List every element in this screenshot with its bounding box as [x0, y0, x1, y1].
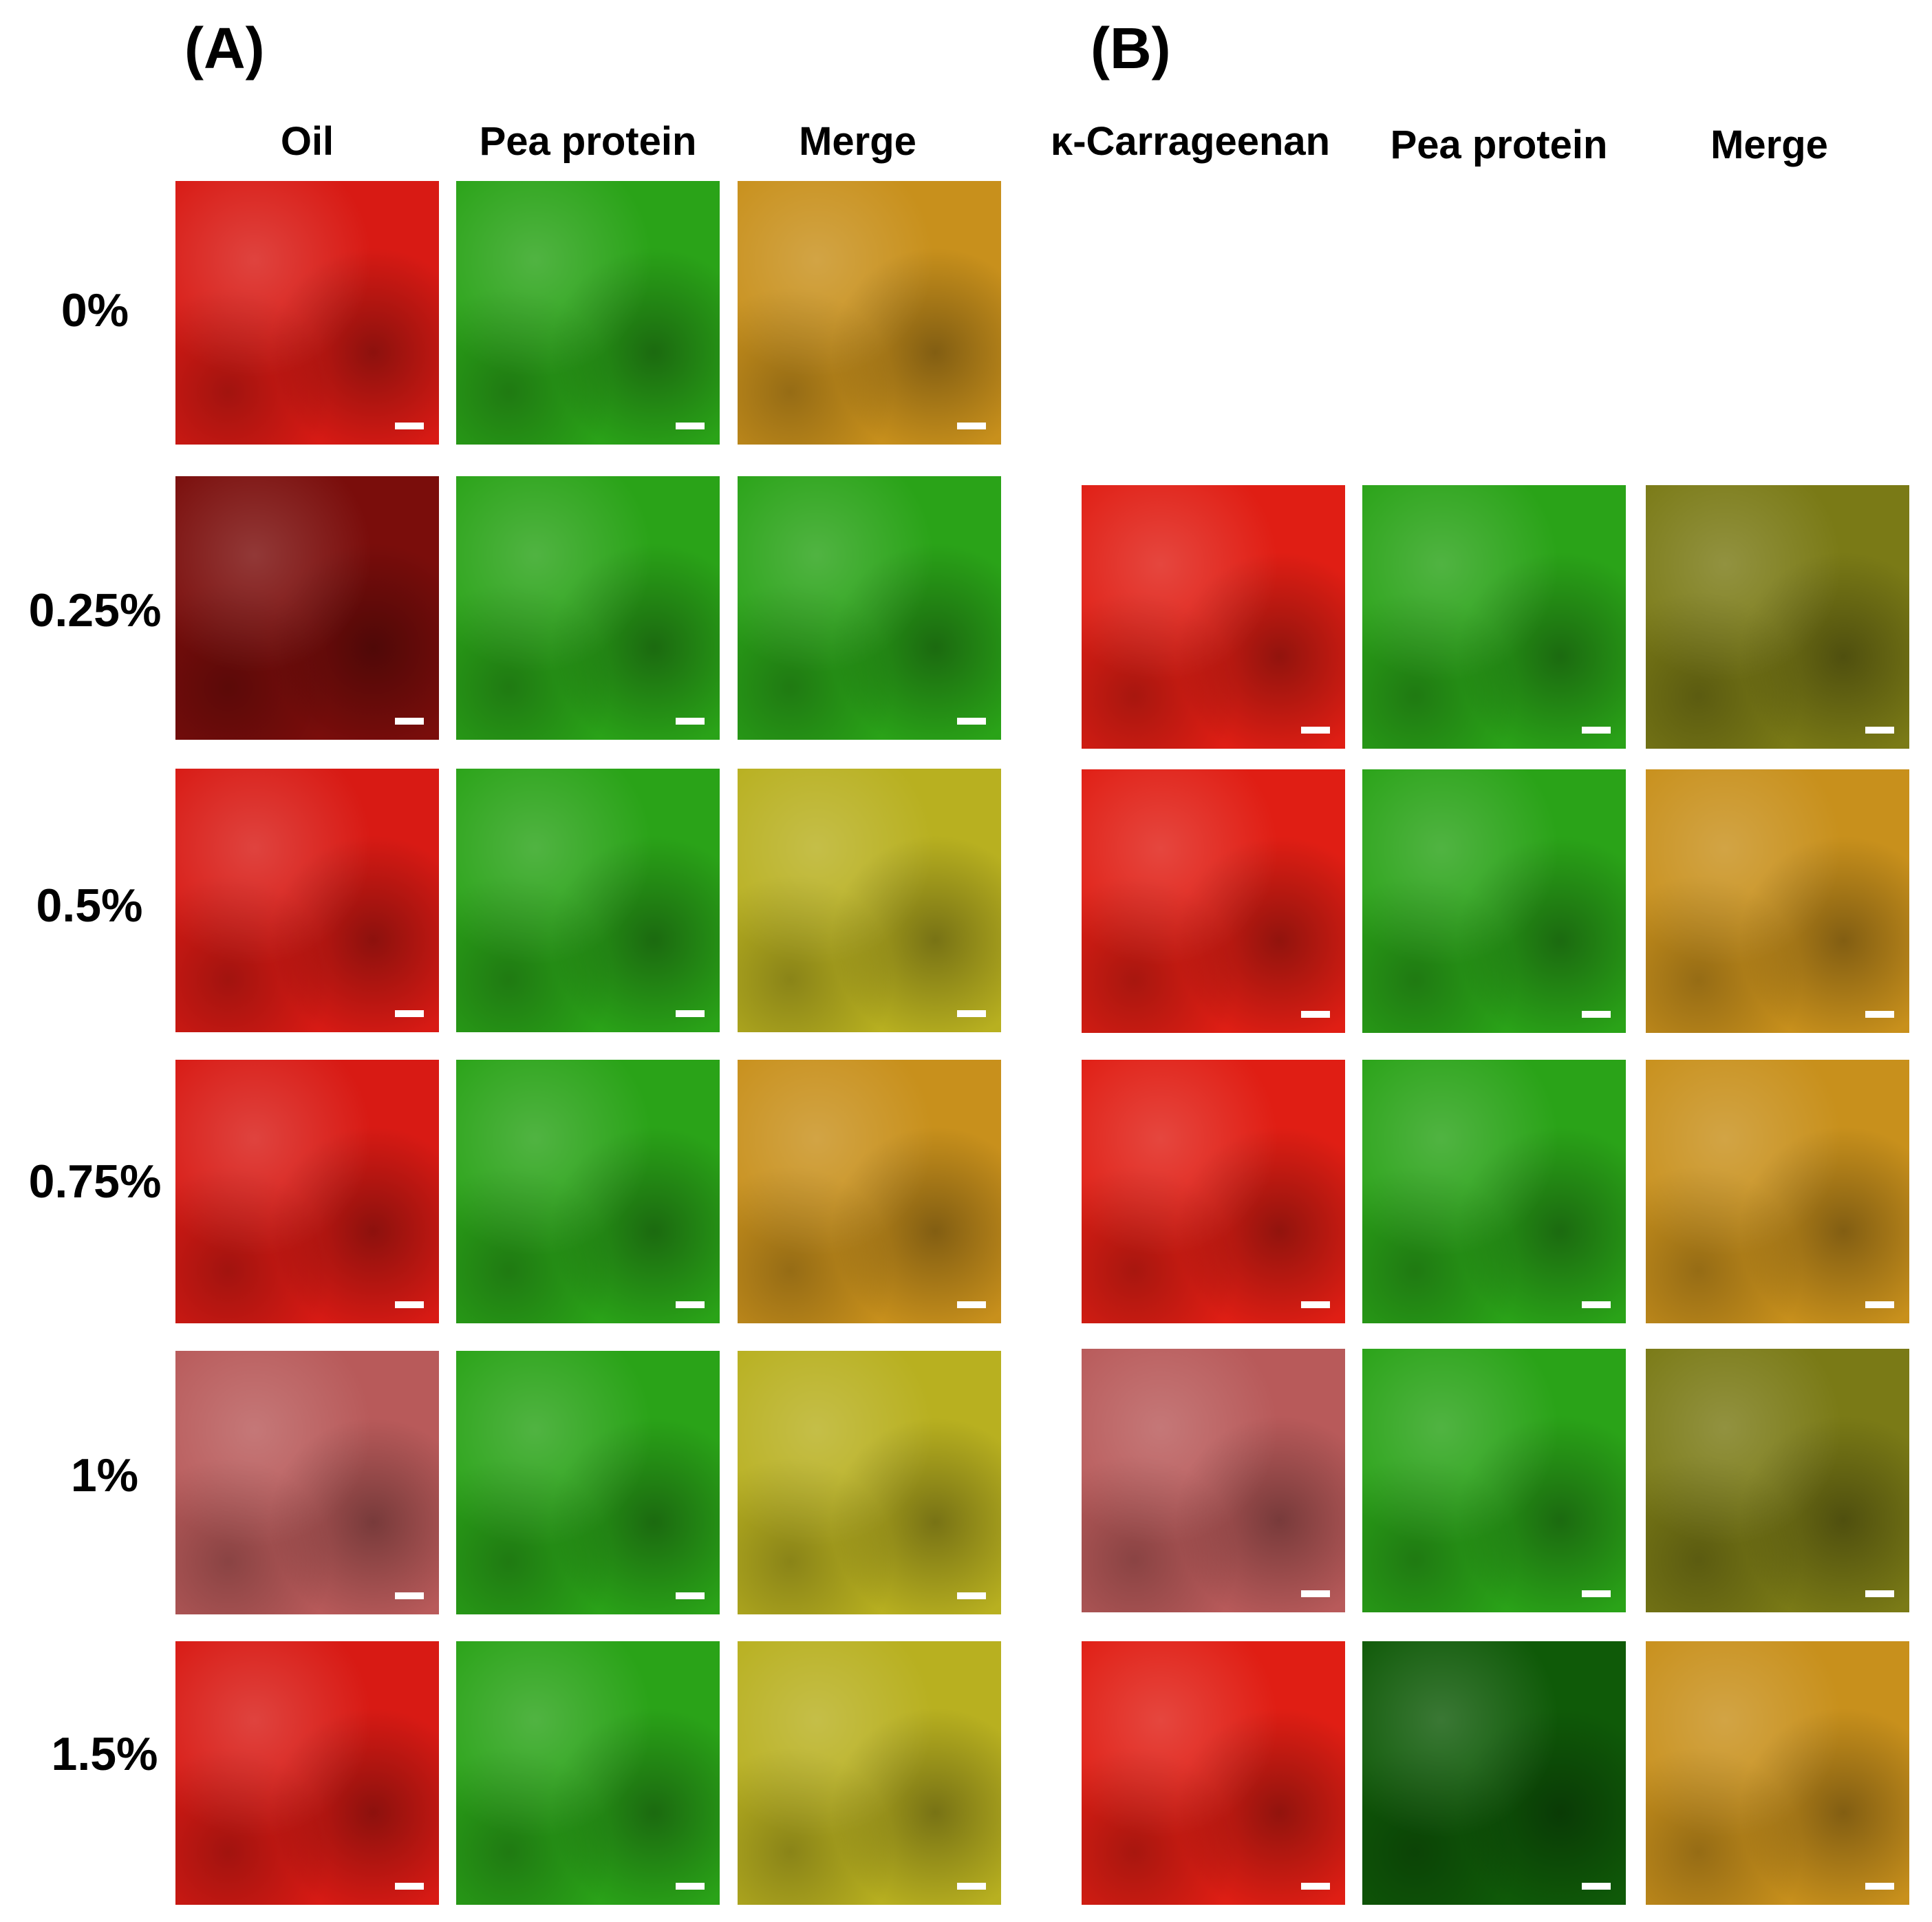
scale-bar	[676, 1883, 705, 1890]
column-header-merge-b: Merge	[1710, 122, 1828, 167]
scale-bar	[1865, 1883, 1894, 1890]
scale-bar	[395, 1883, 424, 1890]
micrograph-a-r0-ch2	[456, 181, 720, 445]
column-header-pea-protein-b: Pea protein	[1390, 122, 1608, 167]
row-label-0-75: 0.75%	[28, 1155, 162, 1208]
micrograph-b-r1-ch2	[1362, 485, 1626, 749]
micrograph-b-r4-ch2	[1362, 1349, 1626, 1612]
row-label-1: 1%	[70, 1449, 139, 1502]
scale-bar	[1301, 1011, 1330, 1018]
micrograph-b-r5-ch1	[1082, 1641, 1345, 1905]
scale-bar	[1865, 1590, 1894, 1597]
micrograph-a-r5-merge	[738, 1641, 1001, 1905]
scale-bar	[676, 718, 705, 725]
micrograph-b-r3-ch2	[1362, 1060, 1626, 1323]
scale-bar	[676, 1301, 705, 1308]
scale-bar	[676, 1592, 705, 1599]
scale-bar	[1865, 1011, 1894, 1018]
scale-bar	[957, 1883, 986, 1890]
micrograph-b-r2-merge	[1646, 769, 1909, 1033]
micrograph-b-r2-ch2	[1362, 769, 1626, 1033]
column-header-oil: Oil	[280, 119, 334, 164]
scale-bar	[1301, 1301, 1330, 1308]
row-label-0-5: 0.5%	[36, 879, 143, 932]
micrograph-a-r3-merge	[738, 1060, 1001, 1323]
scale-bar	[1582, 1883, 1611, 1890]
scale-bar	[395, 1592, 424, 1599]
micrograph-a-r1-ch2	[456, 476, 720, 740]
row-label-0-25: 0.25%	[28, 584, 162, 637]
scale-bar	[1301, 1590, 1330, 1597]
micrograph-a-r2-ch2	[456, 769, 720, 1032]
scale-bar	[1301, 727, 1330, 734]
scale-bar	[676, 1010, 705, 1017]
micrograph-a-r5-ch2	[456, 1641, 720, 1905]
scale-bar	[1582, 727, 1611, 734]
micrograph-b-r5-merge	[1646, 1641, 1909, 1905]
micrograph-b-r1-ch1	[1082, 485, 1345, 749]
scale-bar	[1301, 1883, 1330, 1890]
scale-bar	[957, 1301, 986, 1308]
column-header-merge-a: Merge	[799, 119, 916, 164]
panel-a-label: (A)	[184, 16, 265, 81]
scale-bar	[1865, 727, 1894, 734]
scale-bar	[1582, 1301, 1611, 1308]
column-header-pea-protein-a: Pea protein	[479, 119, 697, 164]
micrograph-b-r5-ch2	[1362, 1641, 1626, 1905]
micrograph-a-r4-merge	[738, 1351, 1001, 1614]
row-label-0: 0%	[61, 284, 129, 337]
micrograph-a-r3-ch2	[456, 1060, 720, 1323]
scale-bar	[676, 423, 705, 429]
scale-bar	[957, 423, 986, 429]
panel-b-label: (B)	[1091, 16, 1171, 81]
micrograph-a-r5-ch1	[175, 1641, 439, 1905]
micrograph-b-r4-merge	[1646, 1349, 1909, 1612]
micrograph-a-r0-ch1	[175, 181, 439, 445]
scale-bar	[957, 1592, 986, 1599]
micrograph-a-r4-ch1	[175, 1351, 439, 1614]
scale-bar	[1582, 1590, 1611, 1597]
micrograph-a-r2-ch1	[175, 769, 439, 1032]
micrograph-b-r4-ch1	[1082, 1349, 1345, 1612]
micrograph-a-r1-ch1	[175, 476, 439, 740]
micrograph-b-r3-merge	[1646, 1060, 1909, 1323]
micrograph-a-r4-ch2	[456, 1351, 720, 1614]
scale-bar	[395, 1010, 424, 1017]
micrograph-a-r2-merge	[738, 769, 1001, 1032]
scale-bar	[1582, 1011, 1611, 1018]
micrograph-a-r3-ch1	[175, 1060, 439, 1323]
scale-bar	[957, 1010, 986, 1017]
micrograph-b-r3-ch1	[1082, 1060, 1345, 1323]
micrograph-a-r0-merge	[738, 181, 1001, 445]
micrograph-a-r1-merge	[738, 476, 1001, 740]
scale-bar	[395, 423, 424, 429]
column-header-carrageenan: κ-Carrageenan	[1050, 119, 1331, 164]
micrograph-b-r1-merge	[1646, 485, 1909, 749]
scale-bar	[1865, 1301, 1894, 1308]
scale-bar	[395, 718, 424, 725]
scale-bar	[957, 718, 986, 725]
scale-bar	[395, 1301, 424, 1308]
row-label-1-5: 1.5%	[51, 1728, 158, 1780]
micrograph-b-r2-ch1	[1082, 769, 1345, 1033]
